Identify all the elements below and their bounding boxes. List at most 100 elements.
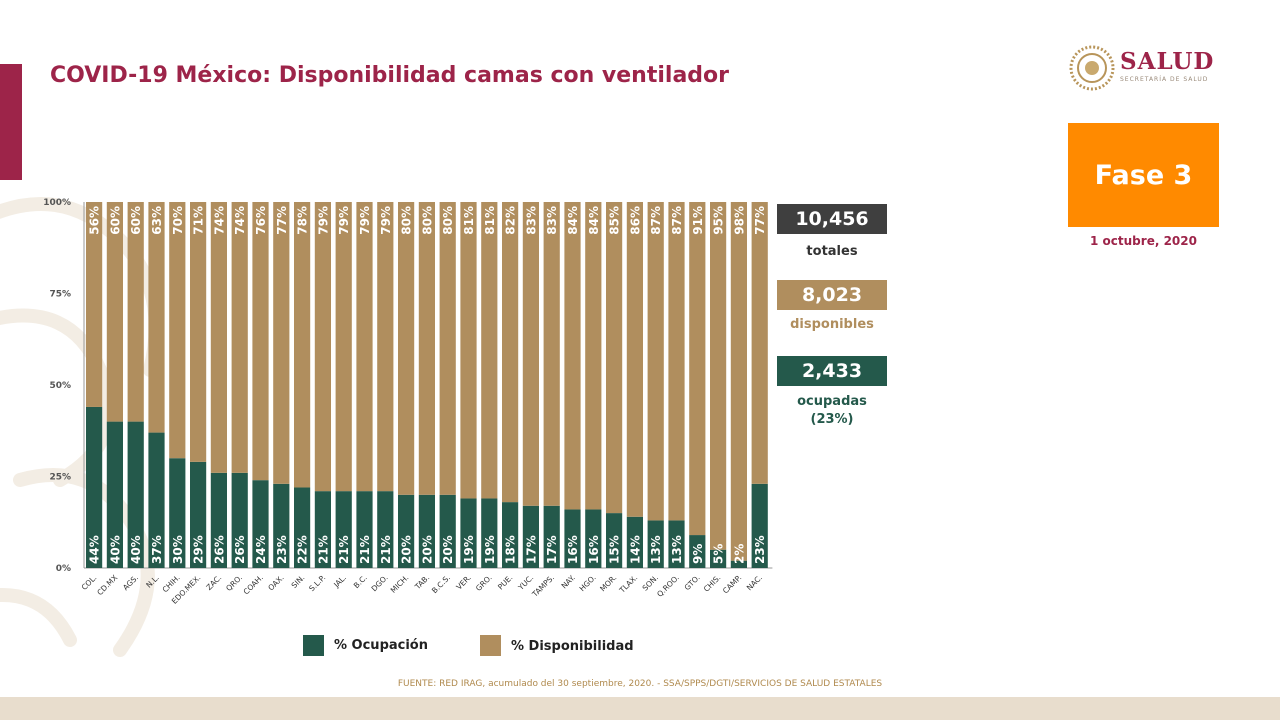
x-tick-label: VER. bbox=[454, 573, 473, 592]
data-label-occupied: 5% bbox=[712, 544, 726, 564]
bar-available bbox=[377, 202, 394, 492]
bar-occupied bbox=[86, 406, 103, 568]
data-label-available: 80% bbox=[441, 206, 455, 235]
x-tick-label: NAY. bbox=[560, 573, 577, 590]
occupied-beds-percent: (23%) bbox=[810, 412, 854, 427]
bar-available bbox=[564, 202, 581, 510]
data-label-occupied: 2% bbox=[732, 544, 746, 564]
bar-available bbox=[190, 202, 207, 462]
total-beds-label: totales bbox=[806, 244, 858, 259]
bar-available bbox=[106, 202, 123, 422]
data-label-available: 71% bbox=[192, 206, 206, 235]
bar-occupied bbox=[127, 421, 144, 568]
data-label-available: 86% bbox=[628, 206, 642, 235]
data-label-occupied: 26% bbox=[233, 535, 247, 564]
data-label-available: 80% bbox=[420, 206, 434, 235]
data-label-occupied: 37% bbox=[150, 535, 164, 564]
data-label-occupied: 21% bbox=[358, 535, 372, 564]
x-tick-label: CHIS. bbox=[702, 573, 723, 594]
data-label-available: 63% bbox=[150, 206, 164, 235]
x-tick-label: JAL. bbox=[331, 573, 348, 590]
data-label-occupied: 30% bbox=[171, 535, 185, 564]
bar-available bbox=[252, 202, 269, 481]
x-tick-label: CD.MX bbox=[95, 573, 119, 597]
data-label-available: 83% bbox=[524, 206, 538, 235]
data-label-available: 70% bbox=[171, 206, 185, 235]
x-tick-label: N.L. bbox=[144, 573, 161, 590]
y-tick-label: 50% bbox=[49, 381, 71, 391]
data-label-available: 56% bbox=[88, 206, 102, 235]
x-tick-label: NAC. bbox=[745, 573, 764, 592]
data-label-available: 77% bbox=[753, 206, 767, 235]
bar-available bbox=[294, 202, 311, 488]
bar-occupied bbox=[190, 461, 207, 568]
x-tick-label: TAMPS. bbox=[530, 573, 556, 599]
data-label-occupied: 13% bbox=[649, 535, 663, 564]
data-label-available: 84% bbox=[587, 206, 601, 235]
y-tick-label: 75% bbox=[49, 290, 71, 300]
bar-available bbox=[481, 202, 498, 499]
legend-available-swatch bbox=[480, 635, 501, 656]
data-label-occupied: 21% bbox=[337, 535, 351, 564]
salud-logo: SALUD SECRETARÍA DE SALUD bbox=[1068, 44, 1228, 94]
bar-available bbox=[231, 202, 248, 473]
bar-available bbox=[689, 202, 706, 536]
data-label-occupied: 16% bbox=[566, 535, 580, 564]
bar-occupied bbox=[647, 520, 664, 568]
bar-occupied bbox=[585, 509, 602, 568]
occupied-beds-value: 2,433 bbox=[777, 356, 887, 386]
data-label-occupied: 40% bbox=[129, 535, 143, 564]
seal-icon bbox=[1069, 45, 1115, 91]
bar-occupied bbox=[231, 472, 248, 568]
data-label-available: 60% bbox=[108, 206, 122, 235]
x-tick-label: MOR. bbox=[598, 573, 618, 593]
bar-available bbox=[439, 202, 456, 495]
bar-available bbox=[418, 202, 435, 495]
bar-available bbox=[398, 202, 415, 495]
data-label-occupied: 40% bbox=[108, 535, 122, 564]
data-label-available: 79% bbox=[337, 206, 351, 235]
x-tick-label: TAB. bbox=[412, 573, 431, 592]
data-label-available: 79% bbox=[379, 206, 393, 235]
footer-band bbox=[0, 697, 1280, 720]
data-label-occupied: 16% bbox=[587, 535, 601, 564]
bar-occupied bbox=[273, 483, 290, 568]
bar-occupied bbox=[252, 480, 269, 568]
y-tick-label: 100% bbox=[43, 198, 71, 208]
data-label-available: 79% bbox=[316, 206, 330, 235]
data-label-available: 85% bbox=[608, 206, 622, 235]
data-label-available: 74% bbox=[212, 206, 226, 235]
data-label-available: 76% bbox=[254, 206, 268, 235]
data-label-available: 81% bbox=[483, 206, 497, 235]
data-label-available: 83% bbox=[545, 206, 559, 235]
bar-available bbox=[356, 202, 373, 492]
data-label-occupied: 19% bbox=[462, 535, 476, 564]
available-beds-label: disponibles bbox=[790, 317, 874, 332]
x-tick-label: Q.ROO. bbox=[655, 573, 681, 599]
bar-occupied bbox=[710, 549, 727, 568]
legend-available-label: % Disponibilidad bbox=[511, 639, 634, 654]
bar-available bbox=[730, 202, 747, 561]
bar-available bbox=[626, 202, 643, 517]
bar-available bbox=[606, 202, 623, 514]
bar-occupied bbox=[169, 458, 186, 568]
y-tick-label: 0% bbox=[56, 564, 71, 574]
bar-occupied bbox=[398, 494, 415, 568]
data-label-available: 60% bbox=[129, 206, 143, 235]
data-label-available: 81% bbox=[462, 206, 476, 235]
bar-available bbox=[210, 202, 227, 473]
bar-occupied bbox=[377, 491, 394, 568]
legend-occupied-label: % Ocupación bbox=[334, 638, 428, 653]
report-date: 1 octubre, 2020 bbox=[1090, 234, 1197, 248]
page-title: COVID-19 México: Disponibilidad camas co… bbox=[50, 63, 730, 88]
x-tick-label: DGO. bbox=[370, 573, 390, 593]
bar-occupied bbox=[606, 513, 623, 568]
bar-available bbox=[585, 202, 602, 510]
data-label-available: 77% bbox=[275, 206, 289, 235]
data-label-available: 80% bbox=[400, 206, 414, 235]
data-label-available: 98% bbox=[732, 206, 746, 235]
bar-occupied bbox=[689, 535, 706, 568]
bar-occupied bbox=[626, 516, 643, 568]
legend-occupied-swatch bbox=[303, 635, 324, 656]
